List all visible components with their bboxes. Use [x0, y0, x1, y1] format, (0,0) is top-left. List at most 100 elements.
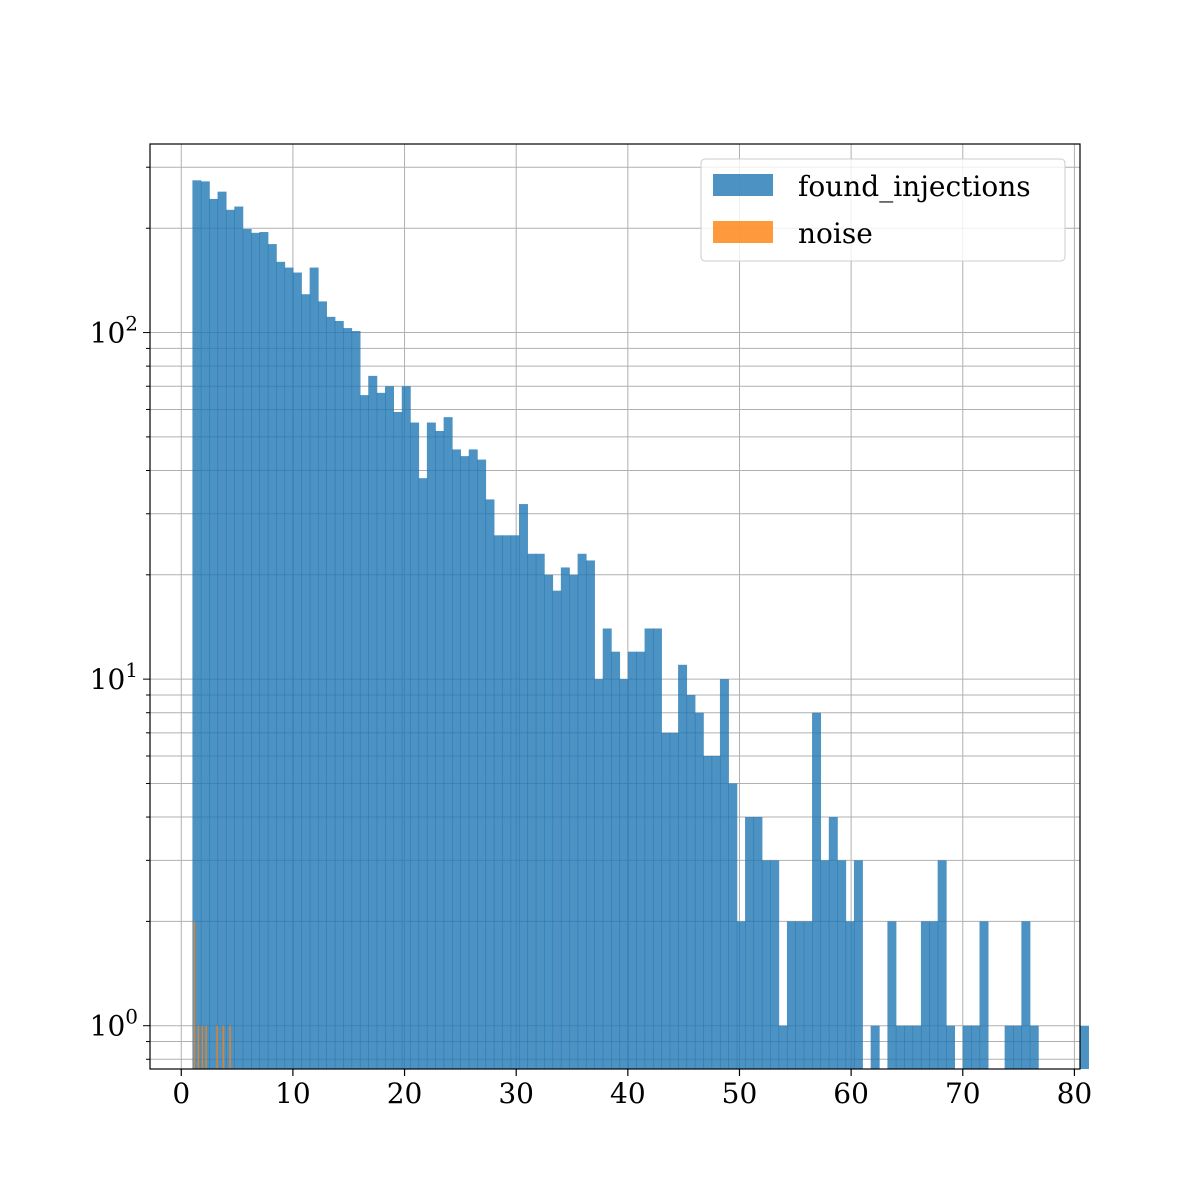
bar-found-injections	[385, 386, 394, 1069]
bar-found-injections	[577, 553, 587, 1069]
bar-found-injections	[192, 180, 202, 1069]
y-tick-label: 101	[90, 658, 138, 696]
bar-found-injections	[393, 411, 403, 1070]
bar-noise	[216, 1025, 219, 1069]
bar-found-injections	[920, 921, 930, 1069]
bar-found-injections	[251, 232, 261, 1069]
bar-found-injections	[803, 921, 813, 1069]
bar-found-injections	[636, 651, 646, 1069]
bar-found-injections	[602, 628, 612, 1069]
bar-found-injections	[770, 860, 780, 1069]
bar-found-injections	[895, 1025, 905, 1069]
bar-noise	[193, 921, 196, 1069]
bar-found-injections	[401, 386, 411, 1069]
bar-found-injections	[795, 921, 805, 1069]
x-tick-label: 20	[387, 1077, 423, 1110]
bar-found-injections	[569, 574, 579, 1069]
bar-found-injections	[585, 560, 595, 1069]
bar-found-injections	[1029, 1025, 1039, 1069]
bar-found-injections	[1004, 1025, 1014, 1069]
bar-found-injections	[217, 191, 227, 1069]
bar-found-injections	[644, 628, 654, 1069]
bar-found-injections	[761, 860, 771, 1069]
bar-noise	[222, 1025, 225, 1069]
bar-found-injections	[937, 860, 947, 1069]
bar-found-injections	[853, 860, 863, 1069]
legend-label-found-injections: found_injections	[798, 170, 1031, 203]
bar-found-injections	[234, 206, 244, 1069]
bar-found-injections	[410, 422, 420, 1069]
bar-found-injections	[1021, 921, 1031, 1069]
bar-found-injections	[912, 1025, 922, 1069]
bar-found-injections	[326, 316, 336, 1069]
bar-found-injections	[594, 679, 604, 1069]
bar-found-injections	[669, 732, 679, 1069]
bar-found-injections	[703, 756, 713, 1069]
bar-found-injections	[812, 712, 822, 1069]
bar-found-injections	[518, 504, 528, 1070]
bar-found-injections	[284, 267, 294, 1069]
x-tick-label: 10	[275, 1077, 311, 1110]
bar-found-injections	[259, 232, 269, 1069]
bar-found-injections	[1080, 1025, 1089, 1069]
bar-found-injections	[292, 272, 302, 1069]
bar-found-injections	[728, 783, 738, 1069]
bar-found-injections	[786, 921, 796, 1069]
x-tick-label: 40	[610, 1077, 646, 1110]
bar-found-injections	[929, 921, 939, 1069]
bar-found-injections	[619, 679, 629, 1069]
bar-found-injections	[627, 651, 637, 1069]
bar-found-injections	[376, 392, 386, 1069]
bar-found-injections	[276, 261, 286, 1069]
bar-found-injections	[493, 535, 503, 1069]
bar-found-injections	[309, 267, 319, 1069]
bar-found-injections	[904, 1025, 914, 1069]
bar-found-injections	[753, 817, 763, 1069]
bar-found-injections	[845, 921, 855, 1069]
bar-found-injections	[652, 628, 662, 1069]
bar-found-injections	[527, 553, 537, 1069]
axis-ticks: 0 10 20 30 40 50 60 70 80 100 101 102	[90, 166, 1093, 1110]
x-tick-label: 80	[1057, 1077, 1093, 1110]
bar-found-injections	[971, 1025, 981, 1069]
x-tick-label: 0	[172, 1077, 190, 1110]
legend-label-noise: noise	[798, 217, 873, 250]
legend-swatch-found-injections	[713, 174, 773, 196]
bar-found-injections	[694, 712, 704, 1069]
bar-found-injections	[485, 499, 495, 1069]
bar-found-injections	[778, 1025, 788, 1069]
bar-found-injections	[661, 732, 671, 1069]
bar-found-injections	[510, 535, 520, 1069]
axes-frame	[149, 143, 1081, 1070]
bar-noise	[197, 1025, 200, 1069]
bar-found-injections	[368, 375, 378, 1069]
bar-noise	[205, 1025, 207, 1069]
bar-found-injections	[837, 860, 847, 1069]
bar-found-injections	[560, 567, 570, 1069]
bar-found-injections	[870, 1025, 880, 1069]
bar-found-injections	[686, 694, 696, 1069]
bar-found-injections	[200, 181, 210, 1070]
y-tick-label: 100	[90, 1005, 138, 1043]
bar-found-injections	[946, 1025, 955, 1069]
bar-found-injections	[343, 328, 353, 1069]
y-tick-label: 102	[90, 312, 138, 350]
bar-noise	[201, 1025, 204, 1069]
bar-found-injections	[418, 478, 428, 1070]
bar-found-injections	[887, 921, 897, 1069]
bar-noise	[229, 1025, 231, 1069]
bar-found-injections	[359, 395, 369, 1069]
bar-found-injections	[451, 449, 461, 1070]
bar-found-injections	[611, 651, 621, 1069]
bar-found-injections	[1013, 1025, 1022, 1069]
legend: found_injections noise	[700, 158, 1066, 262]
bar-found-injections	[318, 301, 327, 1069]
bar-found-injections	[460, 456, 470, 1069]
legend-swatch-noise	[713, 221, 773, 243]
histogram-bars	[192, 180, 1089, 1070]
bar-found-injections	[736, 921, 746, 1069]
bar-found-injections	[301, 294, 311, 1069]
x-tick-label: 70	[945, 1077, 981, 1110]
